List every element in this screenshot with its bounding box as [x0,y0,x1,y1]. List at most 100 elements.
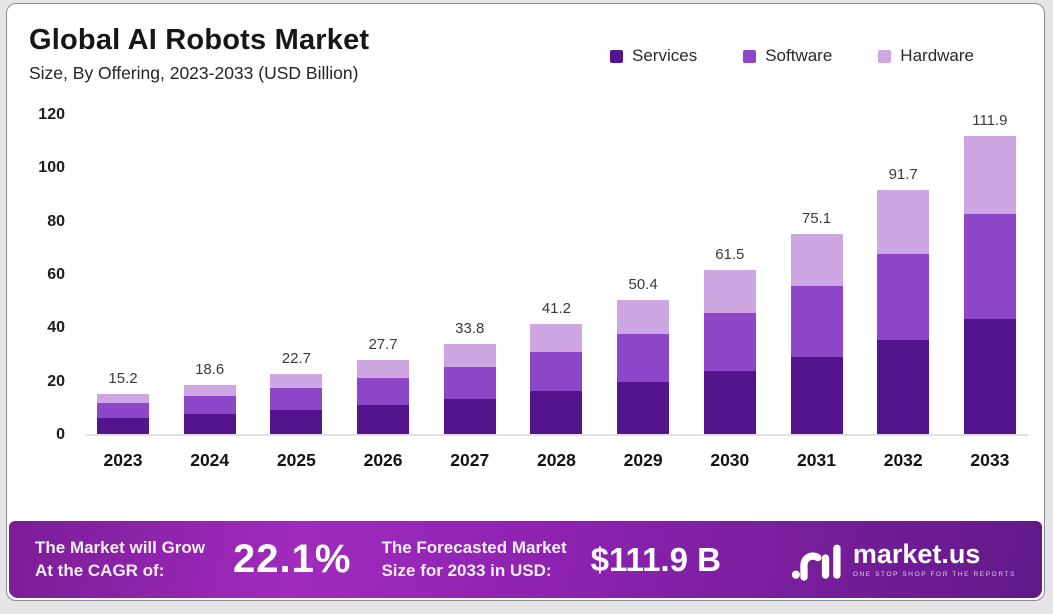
x-label-2027: 2027 [450,450,490,470]
bar-total-label-2027: 33.8 [455,319,485,337]
logo-brand-text: market.us [852,539,981,569]
segment-services-2029 [617,382,670,434]
segment-services-2027 [443,398,496,434]
segment-services-2024 [183,414,236,434]
legend-item-software: Software [743,46,832,66]
marketus-logo-icon [791,544,841,581]
x-label-2033: 2033 [970,450,1010,470]
header: Global AI Robots Market Size, By Offerin… [7,4,1044,84]
segment-hardware-2024 [183,384,236,397]
segment-hardware-2023 [97,393,149,403]
segment-software-2025 [270,387,323,410]
marketus-logo: market.us ONE STOP SHOP FOR THE REPORTS [791,539,1016,581]
segment-software-2029 [617,334,670,382]
segment-hardware-2030 [703,269,756,313]
bar-2023: 15.2 [97,370,149,434]
page-title: Global AI Robots Market [29,24,370,56]
forecast-label: The Forecasted Market Size for 2033 in U… [381,537,566,581]
y-tick-120: 120 [38,106,65,123]
segment-hardware-2025 [270,373,323,388]
bar-2029: 50.4 [617,275,670,434]
bar-2031: 75.1 [790,209,843,434]
stacked-bar-chart: 0 20 40 60 80 100 120 15.2 18.6 22.7 27.7 33.8 41.2… [38,106,1028,471]
title-block: Global AI Robots Market Size, By Offerin… [29,20,369,84]
bar-2033: 111.9 [963,111,1016,434]
segment-software-2031 [790,286,843,357]
bar-2025: 22.7 [270,349,323,434]
segment-software-2030 [703,312,756,371]
logo-tagline: ONE STOP SHOP FOR THE REPORTS [852,571,1016,578]
x-axis-labels: 2023 2024 2025 2026 2027 2028 2029 2030 2031 2032… [85,450,1028,471]
x-label-2031: 2031 [797,450,836,470]
x-label-2024: 2024 [190,450,230,470]
segment-software-2026 [357,378,410,405]
bar-total-label-2030: 61.5 [715,245,745,263]
bars-area: 15.2 18.6 22.7 27.7 33.8 41.2 50.4 61.5 75.1 91.7… [85,111,1028,436]
software-swatch-icon [743,49,757,63]
segment-services-2030 [703,370,756,434]
segment-software-2027 [443,366,496,399]
legend-item-hardware: Hardware [878,46,974,66]
bar-total-label-2033: 111.9 [972,111,1008,129]
segment-hardware-2026 [357,360,410,379]
segment-software-2023 [97,402,149,418]
legend-label-hardware: Hardware [900,46,974,65]
x-label-2029: 2029 [623,450,663,470]
footer-banner: The Market will Grow At the CAGR of: 22.… [9,521,1042,598]
segment-hardware-2032 [877,189,930,254]
cagr-label-line1: The Market will Grow [35,538,206,558]
y-tick-40: 40 [47,319,65,337]
cagr-value: 22.1% [233,537,352,581]
segment-hardware-2033 [963,135,1016,215]
bar-total-label-2029: 50.4 [628,275,658,293]
y-axis: 0 20 40 60 80 100 120 [23,106,73,443]
y-tick-0: 0 [56,426,65,443]
segment-hardware-2031 [790,233,843,287]
x-label-2026: 2026 [363,450,403,470]
segment-services-2023 [97,417,149,434]
x-label-2028: 2028 [536,450,576,470]
bar-2026: 27.7 [357,336,410,434]
hardware-swatch-icon [878,49,892,63]
y-tick-100: 100 [38,159,65,177]
segment-software-2032 [877,253,930,340]
x-label-2032: 2032 [883,450,923,470]
x-label-2030: 2030 [710,450,750,470]
bar-total-label-2023: 15.2 [108,369,138,387]
segment-services-2026 [357,404,410,434]
legend-item-services: Services [610,46,697,66]
services-swatch-icon [610,49,624,63]
bar-2024: 18.6 [183,360,236,434]
chart-card: Global AI Robots Market Size, By Offerin… [6,3,1045,601]
x-label-2025: 2025 [276,450,316,470]
segment-hardware-2029 [617,299,670,335]
segment-services-2032 [877,339,930,434]
bar-total-label-2024: 18.6 [195,360,225,378]
segment-services-2028 [530,391,583,434]
bar-2032: 91.7 [877,165,930,434]
segment-services-2031 [790,356,843,434]
segment-software-2028 [530,352,583,392]
y-tick-20: 20 [47,372,65,390]
y-tick-60: 60 [47,266,65,283]
bar-2027: 33.8 [443,319,496,434]
y-tick-80: 80 [47,212,65,230]
cagr-label: The Market will Grow At the CAGR of: [35,537,205,581]
bar-total-label-2025: 22.7 [281,349,311,367]
segment-software-2024 [183,396,236,415]
bar-total-label-2026: 27.7 [368,336,398,354]
bar-total-label-2028: 41.2 [541,300,572,318]
forecast-label-line1: The Forecasted Market [381,538,567,558]
chart-legend: Services Software Hardware [610,46,974,66]
segment-hardware-2028 [530,324,583,353]
bar-total-label-2031: 75.1 [801,209,832,227]
bar-total-label-2032: 91.7 [888,165,918,183]
segment-services-2033 [963,319,1016,434]
page-subtitle: Size, By Offering, 2023-2033 (USD Billio… [29,63,359,83]
forecast-value: $111.9 B [590,540,721,578]
legend-label-software: Software [765,46,833,65]
segment-hardware-2027 [443,343,496,367]
segment-services-2025 [270,410,323,434]
x-label-2023: 2023 [103,450,143,470]
